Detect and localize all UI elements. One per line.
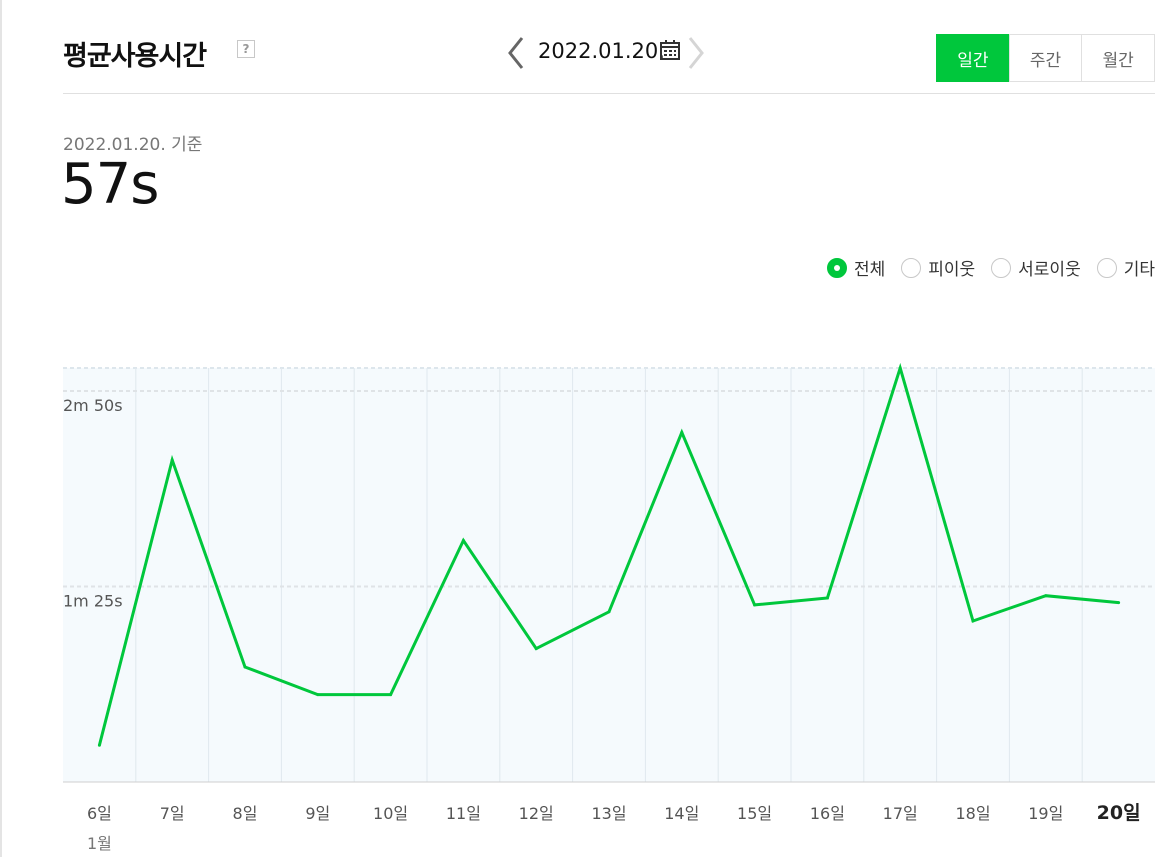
calendar-icon[interactable]: [660, 40, 680, 60]
x-tick-label: 6일: [87, 804, 112, 823]
data-point: [97, 743, 101, 747]
data-point: [1117, 601, 1121, 605]
x-tick-label: 11일: [446, 804, 481, 823]
x-tick-label: 7일: [160, 804, 185, 823]
current-date: 2022.01.20.: [538, 39, 665, 63]
chevron-right-icon[interactable]: [685, 35, 707, 71]
x-tick-label: 13일: [591, 804, 626, 823]
filter-label: 피이웃: [928, 260, 976, 280]
filter-mutual-neighbor[interactable]: 서로이웃: [991, 255, 1081, 280]
audience-filter: 전체 피이웃 서로이웃 기타: [811, 255, 1155, 280]
radio-icon[interactable]: [1096, 257, 1117, 278]
radio-icon[interactable]: [901, 257, 922, 278]
data-point: [170, 458, 174, 462]
data-point: [461, 539, 465, 542]
data-point: [534, 647, 538, 651]
radio-icon[interactable]: [991, 257, 1012, 278]
data-point: [680, 430, 684, 434]
plot-area: [63, 368, 1155, 782]
filter-label: 기타: [1123, 260, 1155, 280]
filter-label: 전체: [853, 260, 886, 280]
basis-date: 2022.01.20. 기준: [63, 135, 203, 155]
data-point: [898, 366, 902, 370]
y-tick-label: 2m 50s: [63, 396, 123, 415]
x-tick-label: 9일: [305, 804, 330, 823]
period-tabs: 일간 주간 월간: [936, 34, 1156, 82]
data-point: [243, 665, 247, 669]
x-tick-label: 8일: [233, 804, 258, 823]
data-point: [1044, 594, 1048, 598]
filter-neighbor[interactable]: 피이웃: [901, 255, 975, 280]
filter-other[interactable]: 기타: [1096, 255, 1155, 280]
data-point: [389, 693, 393, 697]
data-point: [316, 693, 320, 697]
tab-monthly[interactable]: 월간: [1081, 34, 1156, 82]
data-point: [753, 603, 757, 607]
average-usage-value: 57s: [61, 152, 159, 217]
x-month-label: 1월: [87, 834, 112, 853]
page-title: 평균사용시간: [63, 41, 207, 72]
chevron-left-icon[interactable]: [505, 35, 527, 71]
x-tick-label: 16일: [810, 804, 845, 823]
left-border: [0, 0, 2, 857]
tab-weekly[interactable]: 주간: [1008, 34, 1083, 82]
x-tick-label: 19일: [1028, 804, 1063, 823]
x-tick-label: 17일: [883, 804, 918, 823]
x-tick-label: 18일: [955, 804, 990, 823]
data-point: [825, 596, 829, 600]
x-tick-label: 12일: [519, 804, 554, 823]
radio-checked-icon[interactable]: [826, 257, 847, 278]
x-tick-label: 15일: [737, 804, 772, 823]
help-icon[interactable]: ?: [237, 40, 255, 58]
filter-all[interactable]: 전체: [826, 255, 886, 280]
data-point: [971, 619, 975, 623]
header-divider: [63, 93, 1155, 94]
data-point: [607, 610, 611, 614]
y-tick-label: 1m 25s: [63, 592, 123, 611]
filter-label: 서로이웃: [1018, 260, 1081, 280]
x-tick-label: 10일: [373, 804, 408, 823]
x-tick-label: 20일: [1097, 802, 1141, 824]
x-tick-label: 14일: [664, 804, 699, 823]
tab-daily[interactable]: 일간: [936, 34, 1010, 82]
